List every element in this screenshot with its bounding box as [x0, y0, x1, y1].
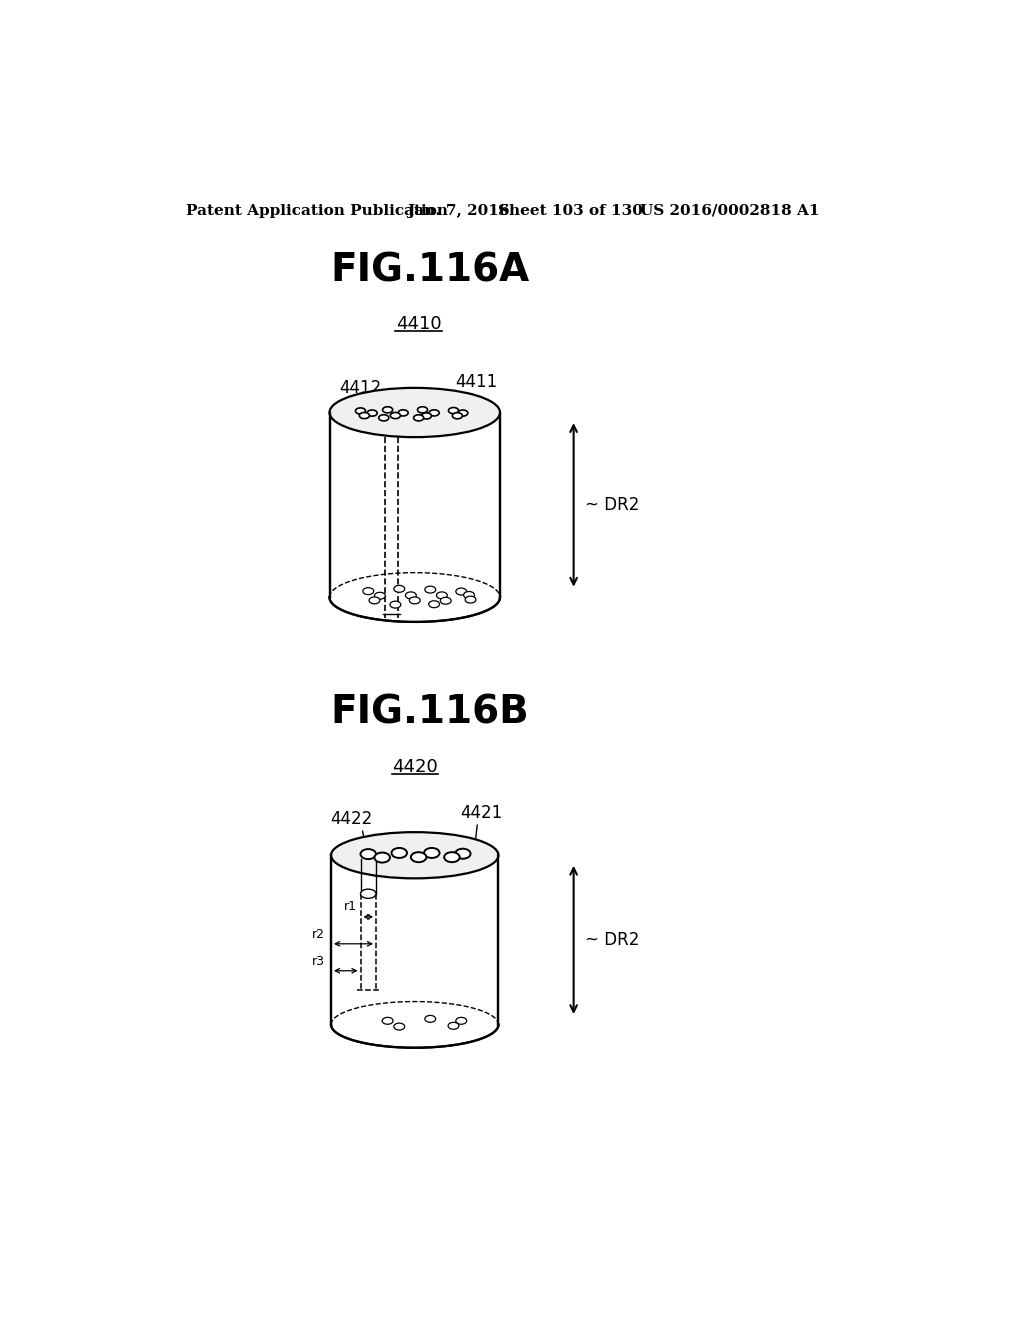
Ellipse shape: [440, 597, 452, 605]
Ellipse shape: [464, 591, 474, 598]
Ellipse shape: [375, 593, 385, 599]
Ellipse shape: [369, 597, 380, 603]
Ellipse shape: [444, 853, 460, 862]
Ellipse shape: [465, 597, 476, 603]
Ellipse shape: [390, 412, 400, 418]
Text: r3: r3: [312, 954, 325, 968]
Ellipse shape: [379, 414, 389, 421]
Ellipse shape: [410, 597, 420, 603]
Text: Jan. 7, 2016: Jan. 7, 2016: [407, 203, 510, 218]
Text: 4412: 4412: [339, 379, 382, 397]
Ellipse shape: [383, 407, 392, 413]
Ellipse shape: [425, 586, 435, 593]
Ellipse shape: [411, 853, 426, 862]
Text: ~ DR2: ~ DR2: [586, 931, 640, 949]
Ellipse shape: [394, 585, 404, 593]
Text: 4420: 4420: [392, 758, 437, 776]
Ellipse shape: [449, 1022, 459, 1030]
Ellipse shape: [406, 591, 417, 599]
Ellipse shape: [391, 847, 407, 858]
Ellipse shape: [398, 409, 409, 416]
Ellipse shape: [421, 413, 431, 418]
Bar: [332, 855, 498, 1024]
Text: r2: r2: [312, 928, 325, 941]
Text: 4410: 4410: [396, 315, 441, 333]
Ellipse shape: [449, 408, 459, 413]
Ellipse shape: [456, 589, 467, 595]
Ellipse shape: [355, 408, 366, 414]
Ellipse shape: [414, 414, 424, 421]
Text: Patent Application Publication: Patent Application Publication: [186, 203, 449, 218]
Text: r1: r1: [344, 900, 356, 913]
Text: FIG.116B: FIG.116B: [331, 694, 529, 731]
Ellipse shape: [362, 587, 374, 594]
Text: 4422: 4422: [330, 810, 373, 828]
Ellipse shape: [429, 409, 439, 416]
Ellipse shape: [425, 1015, 435, 1022]
Ellipse shape: [375, 853, 390, 862]
Ellipse shape: [453, 413, 463, 418]
Ellipse shape: [436, 591, 447, 599]
Bar: [331, 412, 500, 597]
Ellipse shape: [456, 1018, 467, 1024]
Text: Sheet 103 of 130: Sheet 103 of 130: [499, 203, 643, 218]
Ellipse shape: [382, 1018, 393, 1024]
Ellipse shape: [331, 832, 499, 878]
Ellipse shape: [330, 388, 500, 437]
Ellipse shape: [418, 407, 428, 413]
Text: 4421: 4421: [460, 804, 503, 822]
Ellipse shape: [360, 890, 376, 899]
Text: FIG.116A: FIG.116A: [331, 251, 529, 289]
Ellipse shape: [390, 601, 400, 609]
Ellipse shape: [367, 411, 377, 416]
Text: US 2016/0002818 A1: US 2016/0002818 A1: [640, 203, 819, 218]
Ellipse shape: [429, 601, 439, 607]
Ellipse shape: [394, 1023, 404, 1030]
Ellipse shape: [424, 847, 439, 858]
Ellipse shape: [458, 411, 468, 416]
Ellipse shape: [360, 849, 376, 859]
Text: 4411: 4411: [456, 372, 498, 391]
Ellipse shape: [359, 412, 370, 418]
Text: ~ DR2: ~ DR2: [586, 496, 640, 513]
Ellipse shape: [455, 849, 471, 859]
